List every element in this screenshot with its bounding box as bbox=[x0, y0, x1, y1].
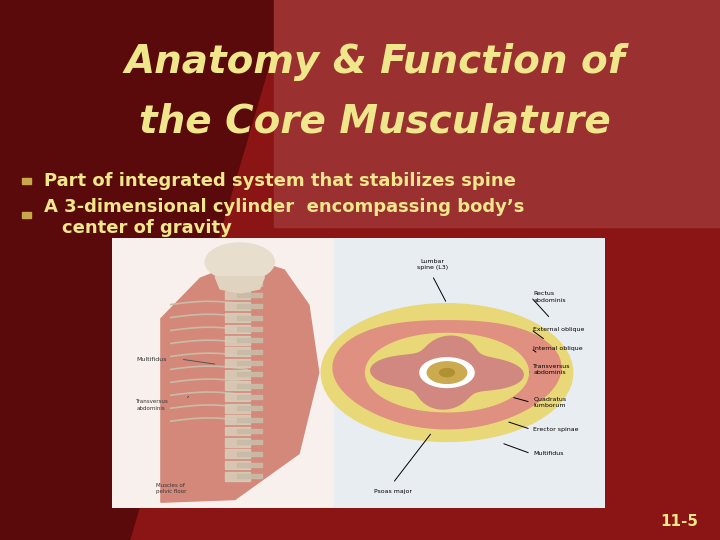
Bar bbox=[22, 212, 31, 218]
Text: A 3-dimensional cylinder  encompassing body’s: A 3-dimensional cylinder encompassing bo… bbox=[44, 198, 524, 216]
Text: center of gravity: center of gravity bbox=[62, 219, 232, 238]
Text: Part of integrated system that stabilizes spine: Part of integrated system that stabilize… bbox=[44, 172, 516, 190]
Polygon shape bbox=[274, 0, 720, 227]
Text: Anatomy & Function of: Anatomy & Function of bbox=[124, 43, 625, 81]
Polygon shape bbox=[0, 0, 288, 540]
Bar bbox=[112, 238, 605, 508]
Text: 11-5: 11-5 bbox=[660, 514, 698, 529]
Text: the Core Musculature: the Core Musculature bbox=[138, 103, 611, 140]
Bar bbox=[22, 178, 31, 184]
